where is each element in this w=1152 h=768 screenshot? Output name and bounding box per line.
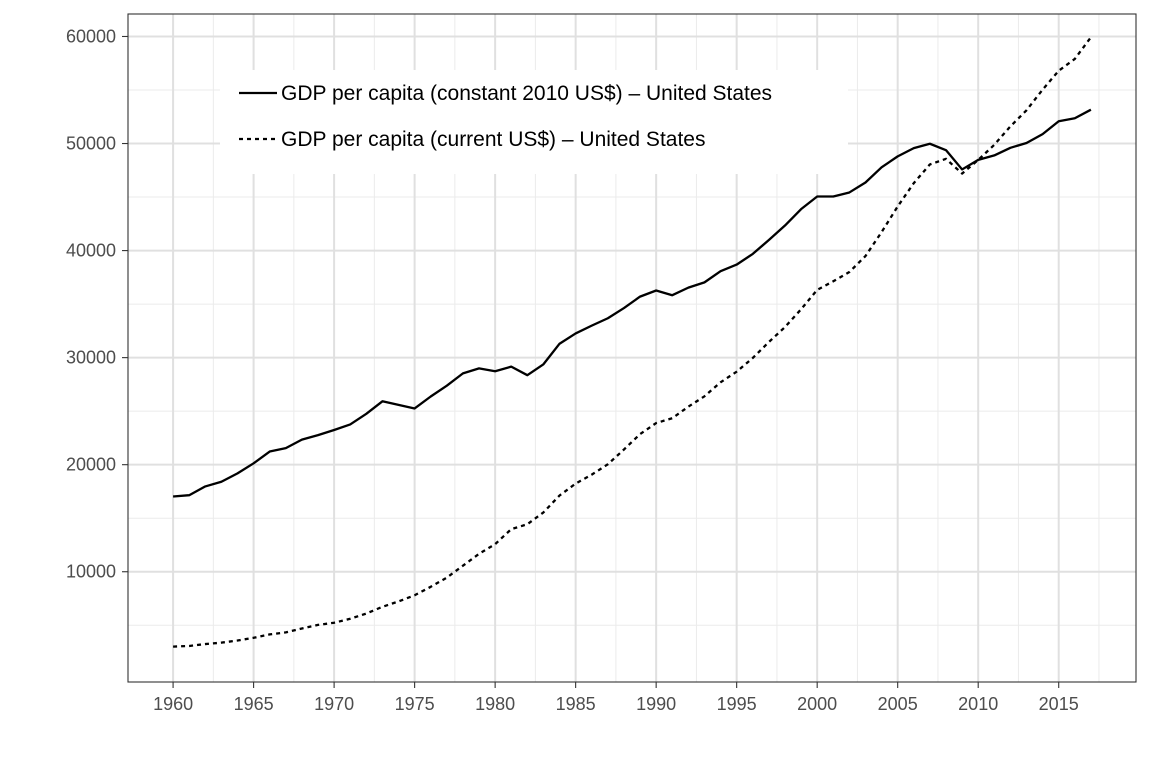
x-tick-label: 1995 — [717, 694, 757, 714]
y-tick-label: 10000 — [66, 562, 116, 582]
y-axis-tick-labels: 10000 20000 30000 40000 50000 60000 — [66, 26, 116, 581]
constant-2010-usd-line — [172, 108, 1092, 498]
x-tick-label: 2015 — [1039, 694, 1079, 714]
x-tick-label: 2005 — [878, 694, 918, 714]
series-lines — [172, 36, 1092, 648]
y-tick-label: 20000 — [66, 455, 116, 475]
x-tick-label: 2000 — [797, 694, 837, 714]
legend: GDP per capita (constant 2010 US$) – Uni… — [220, 70, 848, 174]
y-tick-label: 40000 — [66, 241, 116, 261]
legend-label: GDP per capita (constant 2010 US$) – Uni… — [281, 82, 772, 105]
y-tick-label: 60000 — [66, 26, 116, 46]
y-tick-label: 30000 — [66, 348, 116, 368]
x-tick-label: 1975 — [395, 694, 435, 714]
x-tick-label: 1970 — [314, 694, 354, 714]
legend-label: GDP per capita (current US$) – United St… — [281, 128, 705, 151]
x-tick-label: 1985 — [556, 694, 596, 714]
current-usd-line — [173, 36, 1092, 648]
x-tick-label: 1990 — [636, 694, 676, 714]
x-tick-label: 2010 — [958, 694, 998, 714]
x-tick-label: 1965 — [234, 694, 274, 714]
legend-background — [220, 70, 848, 174]
x-tick-label: 1980 — [475, 694, 515, 714]
y-tick-label: 50000 — [66, 134, 116, 154]
x-axis-tick-labels: 1960 1965 1970 1975 1980 1985 1990 1995 2000 2005… — [153, 694, 1079, 714]
axis-ticks — [122, 35, 1060, 688]
panel-border — [127, 13, 1137, 683]
x-tick-label: 1960 — [153, 694, 193, 714]
